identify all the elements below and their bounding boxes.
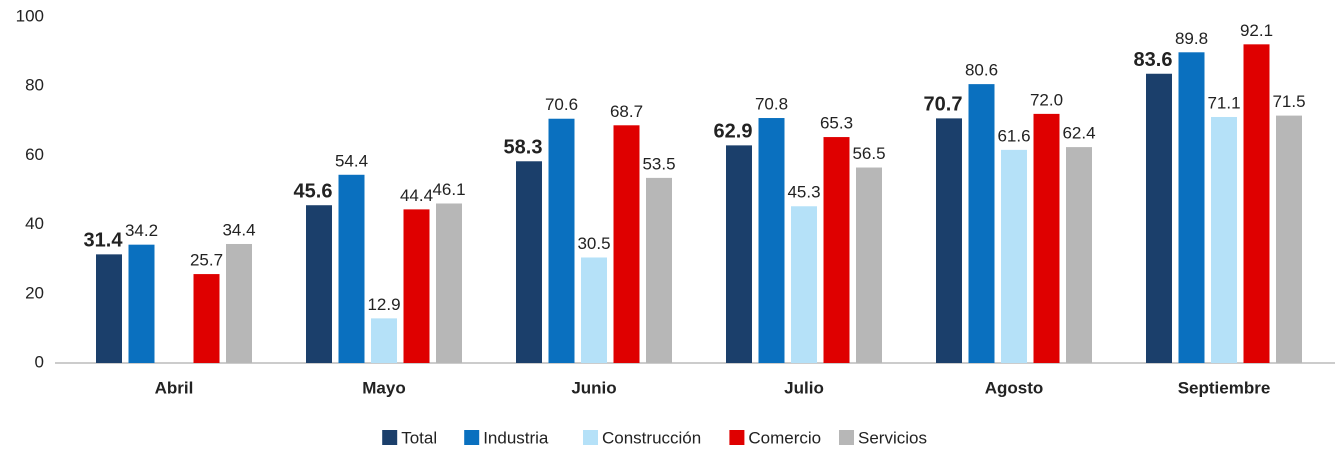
legend-swatch — [382, 430, 398, 445]
bar — [856, 167, 882, 363]
value-label: 25.7 — [190, 251, 223, 270]
bar — [436, 203, 462, 363]
bar — [1243, 44, 1270, 364]
bar — [548, 118, 575, 363]
x-tick-label: Agosto — [985, 378, 1044, 397]
legend-label: Servicios — [858, 428, 927, 447]
bar — [403, 209, 430, 363]
x-tick-label: Julio — [784, 378, 824, 397]
value-label: 45.3 — [787, 183, 820, 202]
bar — [1001, 149, 1027, 363]
legend-label: Construcción — [602, 428, 701, 447]
value-label: 34.2 — [125, 221, 158, 240]
value-label: 71.5 — [1272, 92, 1305, 111]
y-tick-label: 40 — [25, 214, 44, 233]
value-label: 71.1 — [1207, 93, 1240, 112]
bar — [1211, 116, 1237, 363]
bar — [968, 84, 995, 364]
value-label: 12.9 — [367, 295, 400, 314]
value-label: 65.3 — [820, 114, 853, 133]
bar — [758, 118, 785, 363]
bar — [646, 177, 672, 363]
value-label: 89.8 — [1175, 29, 1208, 48]
value-label: 70.6 — [545, 95, 578, 114]
legend-label: Total — [401, 428, 437, 447]
value-label: 53.5 — [642, 154, 675, 173]
y-tick-label: 80 — [25, 76, 44, 95]
bar — [581, 257, 607, 363]
legend-swatch — [464, 430, 480, 445]
legend-label: Industria — [483, 428, 549, 447]
value-label: 83.6 — [1134, 49, 1173, 71]
legend-swatch — [583, 430, 598, 445]
bar — [306, 205, 332, 363]
y-tick-label: 60 — [25, 145, 44, 164]
bar — [791, 206, 817, 363]
x-tick-label: Junio — [571, 378, 616, 397]
value-label: 45.6 — [294, 181, 333, 203]
value-label: 34.4 — [222, 220, 255, 239]
value-label: 31.4 — [84, 230, 124, 252]
value-label: 30.5 — [577, 234, 610, 253]
bar — [193, 274, 220, 363]
bar — [226, 243, 252, 363]
value-label: 92.1 — [1240, 21, 1273, 40]
value-label: 68.7 — [610, 102, 643, 121]
x-tick-label: Abril — [155, 378, 194, 397]
y-tick-label: 100 — [16, 6, 44, 25]
value-label: 62.4 — [1062, 124, 1095, 143]
bar — [371, 318, 397, 363]
value-label: 70.7 — [924, 94, 963, 116]
y-tick-label: 0 — [35, 352, 44, 371]
value-label: 80.6 — [965, 61, 998, 80]
bar — [516, 161, 542, 363]
bar — [726, 145, 752, 363]
value-label: 70.8 — [755, 95, 788, 114]
bar — [128, 244, 155, 363]
legend-swatch — [729, 430, 745, 445]
bar — [1276, 115, 1302, 363]
legend-swatch — [839, 430, 854, 445]
x-tick-label: Septiembre — [1178, 378, 1271, 397]
value-label: 62.9 — [714, 121, 753, 143]
value-label: 56.5 — [852, 144, 885, 163]
y-tick-label: 20 — [25, 283, 44, 302]
bar — [1146, 73, 1172, 363]
value-label: 46.1 — [432, 180, 465, 199]
bar — [96, 254, 122, 363]
value-label: 54.4 — [335, 151, 368, 170]
bar — [338, 174, 365, 363]
value-label: 44.4 — [400, 186, 433, 205]
value-label: 72.0 — [1030, 90, 1063, 109]
value-label: 58.3 — [504, 137, 543, 159]
legend-label: Comercio — [748, 428, 821, 447]
bar — [1066, 147, 1092, 363]
value-label: 61.6 — [997, 126, 1030, 145]
bar — [936, 118, 962, 364]
bar — [1178, 52, 1205, 364]
x-tick-label: Mayo — [362, 378, 405, 397]
bar — [823, 137, 850, 363]
bar — [1033, 113, 1060, 363]
bar — [613, 125, 640, 363]
